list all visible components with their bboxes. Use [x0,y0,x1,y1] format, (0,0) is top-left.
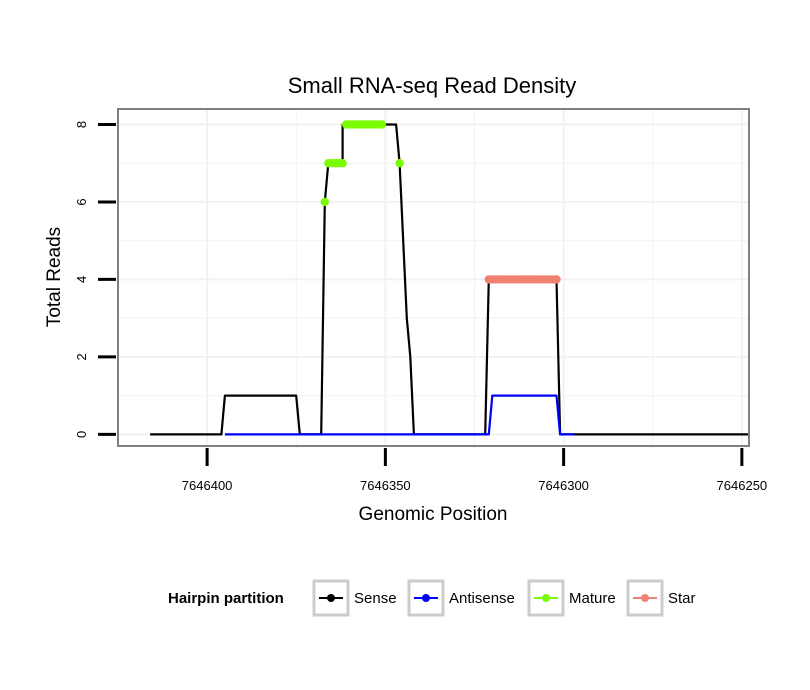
plot-border [117,108,750,447]
legend-key-point [327,594,335,602]
legend-key-point [542,594,550,602]
legend-key-point [422,594,430,602]
series-star [484,275,561,284]
x-tick-label: 7646400 [182,478,233,493]
series-antisense [224,394,575,436]
legend-item-sense: Sense [312,579,397,617]
y-axis-title: Total Reads [44,227,65,327]
y-tick-label: 0 [74,431,89,438]
x-tick-label: 7646250 [717,478,768,493]
data-point-mature [377,120,387,129]
x-axis-title: Genomic Position [359,504,508,525]
x-axis: 7646400 7646350 7646300 7646250 [182,448,767,493]
series-layer [150,120,749,436]
legend-label: Star [668,590,696,607]
chart-title: Small RNA-seq Read Density [288,73,577,98]
legend: Hairpin partition Sense Antisense Mature St… [168,579,696,617]
legend-item-antisense: Antisense [407,579,515,617]
data-point-mature [320,197,329,207]
series-mature [320,120,404,207]
y-axis: 0 2 4 6 8 [74,121,116,438]
y-tick-label: 8 [74,121,89,128]
y-tick-label: 4 [74,276,89,283]
x-tick-label: 7646300 [538,478,589,493]
grid [118,109,749,446]
legend-label: Antisense [449,590,515,607]
legend-item-star: Star [626,579,696,617]
legend-title: Hairpin partition [168,590,284,607]
x-tick-label: 7646350 [360,478,411,493]
plot-panel [118,109,749,446]
series-line-antisense [224,394,575,436]
data-point-mature [338,159,347,168]
data-point-star [552,275,561,284]
legend-item-mature: Mature [527,579,616,617]
y-tick-label: 6 [74,198,89,205]
y-tick-label: 2 [74,353,89,360]
data-point-mature [395,159,404,168]
legend-label: Mature [569,590,616,607]
legend-key-point [641,594,649,602]
legend-label: Sense [354,590,397,607]
